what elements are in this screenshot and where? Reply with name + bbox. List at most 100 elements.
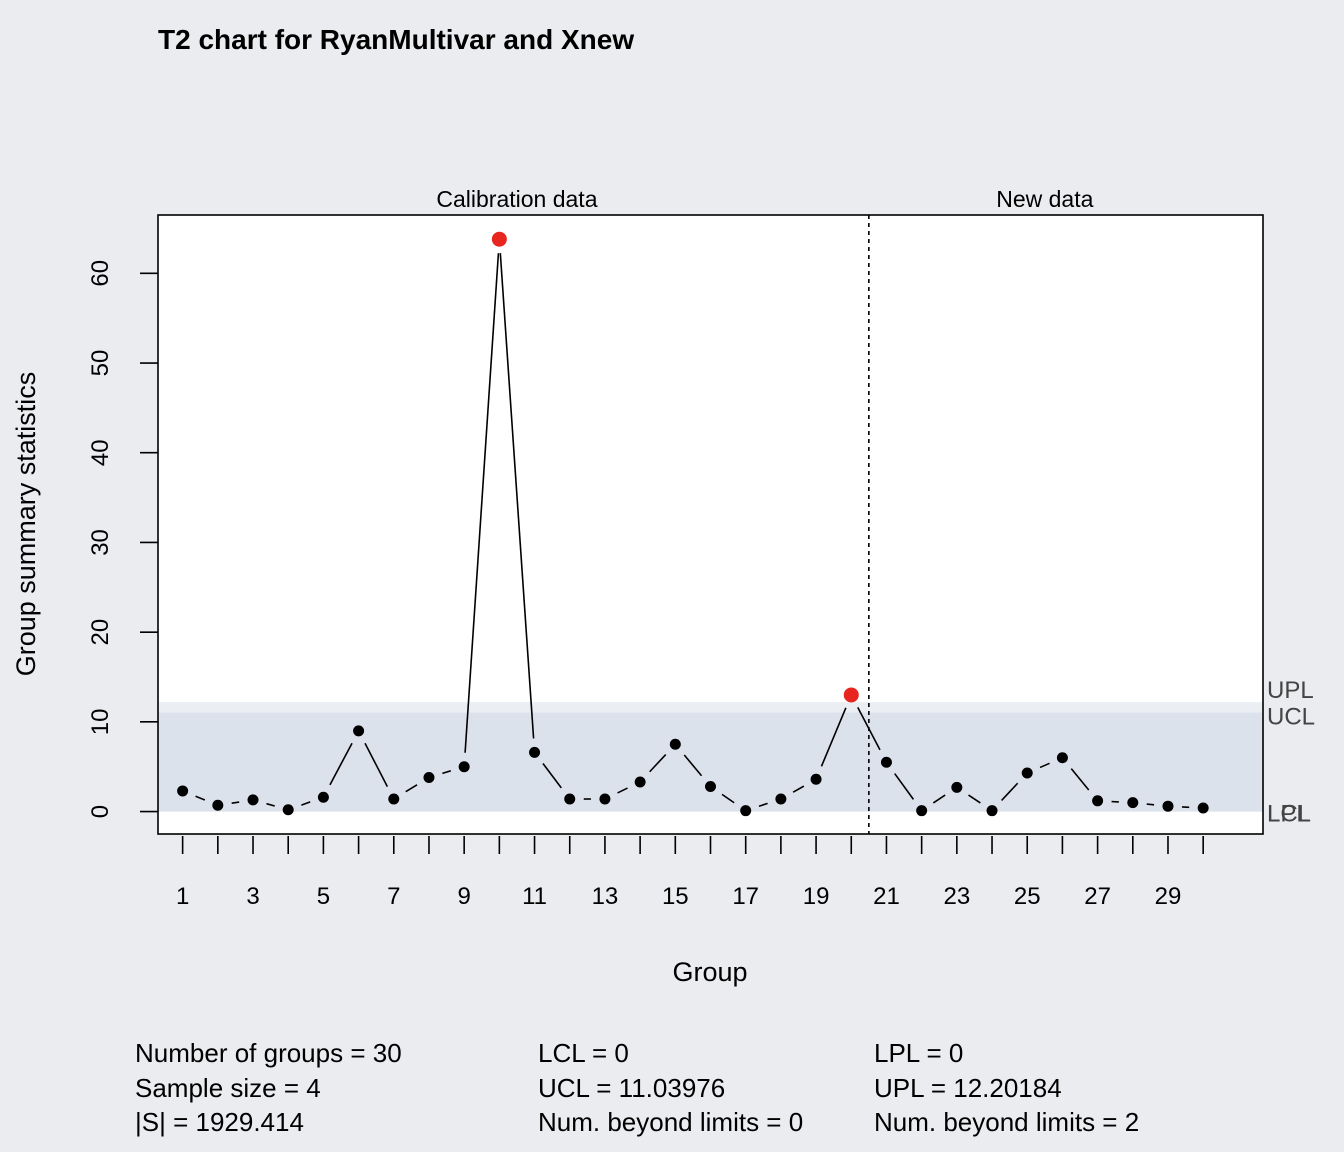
- data-point-18: [775, 793, 787, 805]
- series-segment-1: [195, 795, 206, 801]
- data-point-24: [986, 805, 998, 817]
- series-segment-15: [683, 754, 703, 777]
- series-segment-18: [792, 785, 805, 793]
- stats-column-3: LPL = 0 UPL = 12.20184 Num. beyond limit…: [874, 1036, 1139, 1140]
- data-point-2: [212, 799, 224, 811]
- stat-ucl: UCL = 11.03976: [538, 1072, 726, 1103]
- series-segment-24: [1001, 782, 1019, 801]
- x-tick-label-27: 27: [1084, 883, 1111, 910]
- stat-lcl: LCL = 0: [538, 1038, 629, 1068]
- series-segment-22: [932, 794, 946, 804]
- data-point-12: [564, 793, 576, 805]
- data-point-15: [669, 738, 681, 750]
- series-segment-6: [364, 742, 389, 787]
- data-point-21: [880, 756, 892, 768]
- x-tick-label-23: 23: [943, 883, 970, 910]
- series-segment-16: [721, 793, 735, 804]
- x-tick-label-17: 17: [732, 883, 759, 910]
- x-tick-label-3: 3: [246, 883, 259, 910]
- section-label-1: Calibration data: [436, 186, 597, 212]
- series-segment-13: [617, 787, 628, 794]
- violation-point-10: [491, 231, 507, 247]
- data-point-7: [388, 793, 400, 805]
- data-point-4: [282, 804, 294, 816]
- stat-determinant: |S| = 1929.414: [135, 1107, 304, 1137]
- section-label-2: New data: [996, 186, 1093, 212]
- data-point-26: [1056, 752, 1068, 764]
- data-point-19: [810, 773, 822, 785]
- data-point-29: [1162, 800, 1174, 812]
- data-point-14: [634, 776, 646, 788]
- stat-lpl: LPL = 0: [874, 1038, 964, 1068]
- series-segment-26: [1070, 768, 1090, 791]
- x-tick-label-5: 5: [317, 883, 330, 910]
- plot-border: [157, 214, 1264, 835]
- series-segment-25: [1039, 762, 1050, 769]
- series-segment-21: [894, 773, 915, 800]
- series-segment-4: [301, 801, 311, 806]
- stat-number-of-groups: Number of groups = 30: [135, 1038, 402, 1068]
- data-point-23: [951, 781, 963, 793]
- y-tick-label-50: 50: [87, 350, 114, 377]
- data-point-5: [317, 791, 329, 803]
- ucl-label: UCL: [1267, 704, 1315, 731]
- series-segment-3: [266, 802, 275, 807]
- data-point-25: [1021, 767, 1033, 779]
- series-segment-7: [405, 784, 418, 793]
- x-tick-label-13: 13: [592, 883, 619, 910]
- series-segment-2: [231, 801, 240, 804]
- data-point-22: [916, 805, 928, 817]
- x-tick-label-25: 25: [1014, 883, 1041, 910]
- x-tick-label-15: 15: [662, 883, 689, 910]
- stats-column-2: LCL = 0 UCL = 11.03976 Num. beyond limit…: [538, 1036, 803, 1140]
- data-point-16: [705, 780, 716, 792]
- series-segment-17: [758, 802, 768, 808]
- series-segment-28: [1146, 803, 1155, 806]
- lcl-label: LCL: [1267, 801, 1311, 828]
- x-tick-label-7: 7: [387, 883, 400, 910]
- series-segment-10: [499, 253, 535, 739]
- plot-area: [157, 214, 1264, 835]
- data-point-28: [1127, 797, 1139, 809]
- stat-upl: UPL = 12.20184: [874, 1072, 1062, 1103]
- upl-label: UPL: [1267, 677, 1314, 704]
- series-segment-5: [329, 742, 353, 786]
- series-segment-8: [442, 770, 452, 775]
- y-tick-label-60: 60: [87, 260, 114, 287]
- data-point-13: [599, 793, 611, 805]
- x-tick-label-29: 29: [1155, 883, 1182, 910]
- data-point-17: [740, 805, 752, 817]
- series-segment-11: [542, 763, 562, 789]
- data-point-3: [247, 794, 259, 806]
- chart-title: T2 chart for RyanMultivar and Xnew: [158, 24, 634, 55]
- y-tick-label-0: 0: [87, 805, 114, 818]
- y-tick-label-20: 20: [87, 619, 114, 646]
- series-segment-14: [649, 753, 667, 773]
- x-tick-label-21: 21: [873, 883, 900, 910]
- data-point-30: [1197, 802, 1209, 814]
- y-tick-label-30: 30: [87, 529, 114, 556]
- data-point-27: [1092, 795, 1104, 807]
- x-tick-label-11: 11: [522, 883, 547, 910]
- x-tick-label-1: 1: [176, 883, 189, 910]
- stats-column-1: Number of groups = 30 Sample size = 4 |S…: [135, 1036, 402, 1140]
- violation-point-20: [843, 687, 859, 703]
- series-segment-23: [968, 794, 981, 804]
- x-tick-label-9: 9: [457, 883, 470, 910]
- y-axis-title: Group summary statistics: [11, 372, 41, 677]
- lpl-label: LPL: [1267, 801, 1310, 828]
- x-axis-title: Group: [672, 957, 747, 987]
- data-point-1: [177, 785, 189, 797]
- y-tick-label-40: 40: [87, 439, 114, 466]
- x-tick-label-19: 19: [803, 883, 830, 910]
- data-point-9: [458, 761, 470, 773]
- stat-prediction-beyond-limits: Num. beyond limits = 2: [874, 1107, 1140, 1137]
- data-point-8: [423, 771, 435, 783]
- series-segment-19: [820, 707, 847, 767]
- stat-control-beyond-limits: Num. beyond limits = 0: [538, 1107, 804, 1137]
- y-tick-label-10: 10: [87, 709, 114, 736]
- data-point-6: [353, 725, 365, 737]
- stat-sample-size: Sample size = 4: [135, 1072, 321, 1103]
- series-segment-9: [464, 253, 500, 753]
